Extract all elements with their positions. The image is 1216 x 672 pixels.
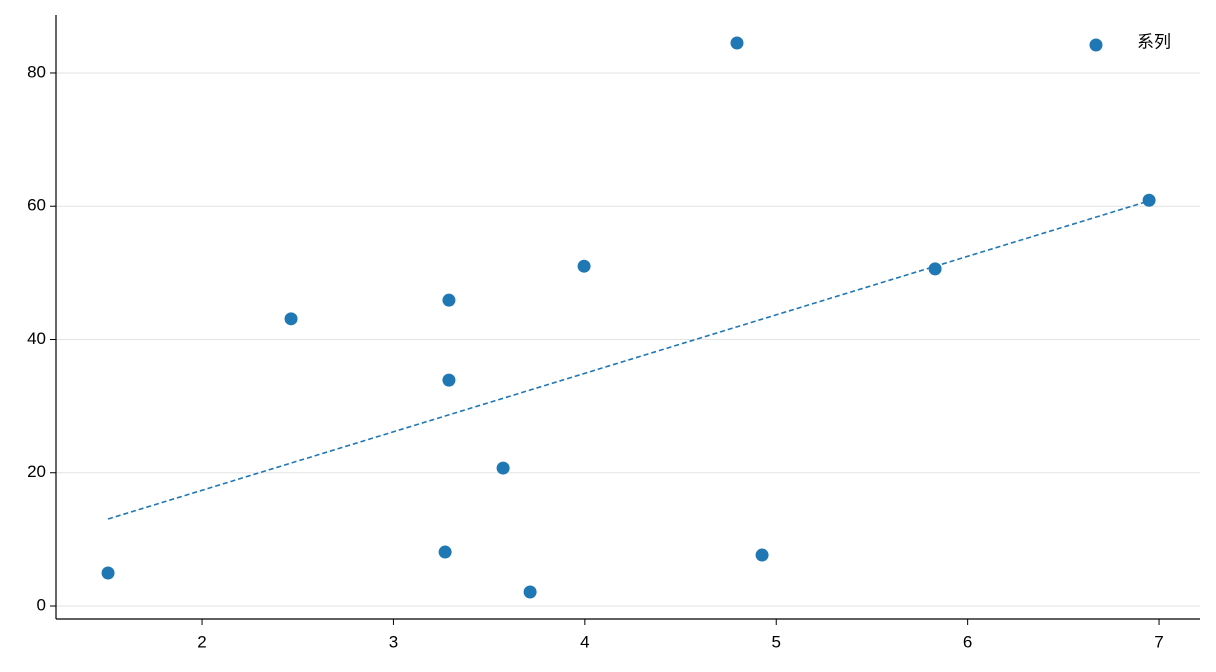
- point: [577, 259, 591, 273]
- point: [438, 545, 452, 559]
- x-tick-label: 3: [389, 632, 398, 651]
- x-tick-label: 5: [772, 632, 781, 651]
- x-tick-label: 6: [963, 632, 972, 651]
- point: [284, 312, 298, 326]
- y-tick-label: 60: [27, 196, 46, 215]
- point: [523, 585, 537, 599]
- x-tick-label: 2: [197, 632, 206, 651]
- legend-marker: [1089, 38, 1103, 52]
- point: [755, 548, 769, 562]
- x-tick-label: 4: [580, 632, 589, 651]
- point: [1142, 193, 1156, 207]
- point: [928, 262, 942, 276]
- point: [442, 373, 456, 387]
- y-tick-label: 0: [37, 595, 46, 614]
- x-tick-label: 7: [1154, 632, 1163, 651]
- point: [730, 36, 744, 50]
- point: [101, 566, 115, 580]
- trend-line: [107, 200, 1150, 520]
- y-tick-label: 20: [27, 462, 46, 481]
- point: [442, 293, 456, 307]
- y-tick-label: 40: [27, 329, 46, 348]
- legend-label: 系列: [1137, 32, 1171, 51]
- y-tick-label: 80: [27, 62, 46, 81]
- point: [496, 461, 510, 475]
